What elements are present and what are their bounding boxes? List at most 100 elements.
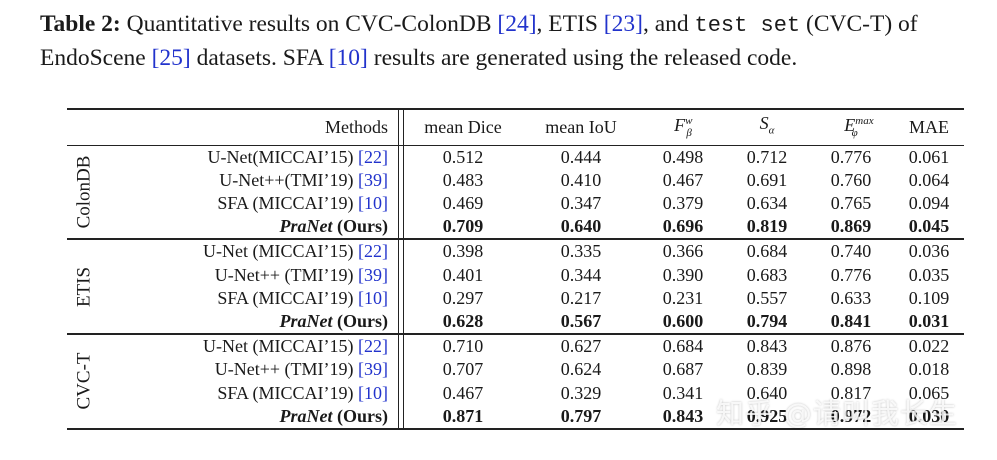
- caption-ref-link[interactable]: [23]: [603, 11, 643, 37]
- table-row: U-Net++ (TMI’19) [39] 0.707 0.624 0.687 0.83…: [67, 358, 964, 382]
- table-row: ETIS U-Net (MICCAI’15) [22] 0.398 0.335 0.36…: [67, 238, 964, 335]
- metric-value-cell: 0.760: [830, 169, 872, 190]
- metric-value-cell: 0.839: [746, 359, 788, 380]
- citation-link[interactable]: [10]: [358, 382, 388, 403]
- caption-ref-link[interactable]: [24]: [497, 11, 537, 37]
- metric-value-cell: 0.379: [662, 193, 704, 214]
- metric-value-cell: 0.557: [746, 287, 788, 308]
- citation-link[interactable]: [22]: [358, 336, 388, 357]
- column-divider: [398, 144, 404, 169]
- caption-text: Quantitative results on CVC-ColonDB: [120, 11, 498, 37]
- metric-value-cell: 0.035: [908, 264, 950, 285]
- column-divider: [398, 168, 404, 192]
- table-row: ColonDB U-Net(MICCAI’15) [22] 0.512 0.444 0.…: [67, 144, 964, 240]
- metric-value-cell: 0.628: [442, 311, 484, 331]
- metric-value-cell: 0.869: [830, 216, 872, 237]
- citation-link[interactable]: [22]: [358, 146, 388, 167]
- citation-link[interactable]: [10]: [358, 287, 388, 308]
- citation-link[interactable]: [22]: [358, 241, 388, 262]
- citation-link[interactable]: [39]: [358, 264, 388, 285]
- citation-link[interactable]: [39]: [358, 359, 388, 380]
- metric-value-cell: 0.684: [640, 333, 726, 359]
- table-row: SFA (MICCAI’19) [10] 0.297 0.217 0.231 0.557…: [67, 286, 964, 310]
- metric-value-cell: 0.819: [746, 216, 788, 237]
- metric-value-cell: 0.030: [894, 404, 964, 430]
- metric-value-cell: 0.344: [560, 264, 602, 285]
- metric-value-cell: 0.898: [830, 359, 872, 380]
- metric-value-cell: 0.094: [908, 193, 950, 214]
- metric-value-cell: 0.624: [560, 359, 602, 380]
- metric-value-cell: 0.366: [640, 238, 726, 264]
- column-divider: [398, 286, 404, 310]
- methods-header: Methods: [101, 107, 399, 146]
- caption-ref-link[interactable]: [10]: [328, 45, 368, 71]
- metric-value-cell: 0.710: [403, 333, 522, 359]
- metric-value-cell: 0.064: [908, 169, 950, 190]
- table-row: SFA (MICCAI’19) [10] 0.469 0.347 0.379 0.634…: [67, 191, 964, 216]
- table-row: PraNet (Ours) 0.628 0.567 0.600 0.794 0.841 0.…: [67, 309, 964, 335]
- column-divider: [398, 358, 404, 382]
- caption-ref-link[interactable]: [25]: [151, 45, 191, 71]
- metric-value-cell: 0.797: [522, 404, 640, 430]
- metric-value-cell: 0.036: [894, 238, 964, 264]
- metric-value-cell: 0.410: [560, 169, 602, 190]
- caption-label: Table 2:: [40, 11, 121, 37]
- header-row: Methods mean Dice mean IoU Fwβ Sα Emaxφ …: [67, 107, 964, 146]
- dataset-group-label: ColonDB: [67, 144, 101, 240]
- metric-value-cell: 0.600: [662, 311, 704, 331]
- metric-value-cell: 0.765: [830, 193, 872, 214]
- metric-value-cell: 0.512: [403, 144, 522, 169]
- metric-value-cell: 0.640: [560, 216, 602, 237]
- metric-value-cell: 0.297: [442, 287, 484, 308]
- col-header-mean-iou: mean IoU: [522, 107, 640, 146]
- metric-value-cell: 0.031: [908, 311, 950, 331]
- col-header-s-alpha: Sα: [726, 107, 808, 146]
- col-header-mae: MAE: [894, 107, 964, 146]
- metric-value-cell: 0.707: [442, 359, 484, 380]
- metric-value-cell: 0.398: [403, 238, 522, 264]
- citation-link[interactable]: [39]: [358, 169, 388, 190]
- caption-code-text: test set: [694, 13, 801, 38]
- metric-value-cell: 0.691: [746, 169, 788, 190]
- method-name-cell: SFA (MICCAI’19) [10]: [217, 382, 388, 403]
- metric-value-cell: 0.794: [746, 311, 788, 331]
- table-row: PraNet (Ours) 0.709 0.640 0.696 0.819 0.869 0.…: [67, 215, 964, 240]
- table-row: U-Net++ (TMI’19) [39] 0.401 0.344 0.390 0.68…: [67, 263, 964, 287]
- column-divider: [398, 333, 404, 359]
- metric-value-cell: 0.712: [726, 144, 808, 169]
- metric-value-cell: 0.045: [908, 216, 950, 237]
- metric-value-cell: 0.696: [662, 216, 704, 237]
- method-name-cell: SFA (MICCAI’19) [10]: [217, 287, 388, 308]
- method-name-cell: PraNet (Ours): [279, 216, 389, 237]
- metric-value-cell: 0.843: [640, 404, 726, 430]
- metric-value-cell: 0.483: [442, 169, 484, 190]
- metric-value-cell: 0.841: [830, 311, 872, 331]
- metric-value-cell: 0.740: [808, 238, 894, 264]
- metric-value-cell: 0.776: [830, 264, 872, 285]
- dataset-group-label: ETIS: [67, 238, 101, 335]
- metric-value-cell: 0.925: [726, 404, 808, 430]
- metric-value-cell: 0.231: [662, 287, 704, 308]
- metric-value-cell: 0.843: [726, 333, 808, 359]
- table-row: PraNet (Ours) 0.871 0.797 0.843 0.925 0.972 0.…: [67, 404, 964, 430]
- column-divider: [398, 191, 404, 216]
- metric-value-cell: 0.109: [908, 287, 950, 308]
- method-name-cell: PraNet (Ours): [279, 311, 389, 331]
- caption-text: datasets. SFA: [190, 45, 329, 71]
- caption-text: , ETIS: [536, 11, 604, 37]
- metric-value-cell: 0.687: [662, 359, 704, 380]
- citation-link[interactable]: [10]: [358, 193, 388, 214]
- column-divider: [398, 309, 404, 335]
- watermark: 知乎 @请叫我长生: [716, 397, 958, 430]
- col-header-e-phi-max: Emaxφ: [808, 107, 894, 146]
- table-row: U-Net++(TMI’19) [39] 0.483 0.410 0.467 0.691…: [67, 168, 964, 192]
- metric-value-cell: 0.335: [522, 238, 640, 264]
- metric-value-cell: 0.567: [560, 311, 602, 331]
- metric-value-cell: 0.444: [522, 144, 640, 169]
- method-name-cell: SFA (MICCAI’19) [10]: [217, 193, 388, 214]
- metric-value-cell: 0.347: [560, 193, 602, 214]
- metric-value-cell: 0.401: [442, 264, 484, 285]
- metric-value-cell: 0.640: [746, 382, 788, 403]
- column-divider: [398, 215, 404, 240]
- metric-value-cell: 0.817: [830, 382, 872, 403]
